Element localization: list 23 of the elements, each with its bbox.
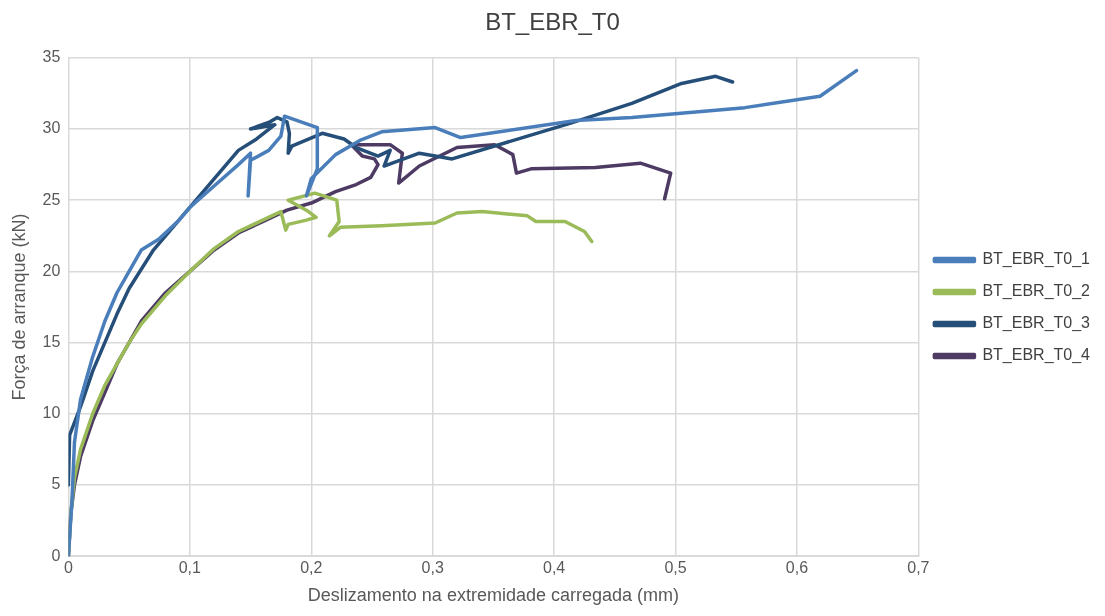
y-tick-label: 30 bbox=[42, 119, 61, 137]
chart-title: BT_EBR_T0 bbox=[485, 8, 620, 36]
y-tick-label: 20 bbox=[42, 261, 61, 279]
x-tick-label: 0,1 bbox=[178, 559, 202, 577]
x-tick-label: 0,2 bbox=[300, 559, 323, 577]
x-tick-label: 0,5 bbox=[664, 559, 687, 577]
legend-label: BT_EBR_T0_2 bbox=[982, 282, 1091, 301]
y-tick-label: 0 bbox=[51, 546, 61, 564]
y-axis-title: Força de arranque (kN) bbox=[8, 213, 29, 401]
y-tick-label: 5 bbox=[51, 475, 61, 493]
y-tick-label: 25 bbox=[42, 190, 61, 208]
legend-label: BT_EBR_T0_1 bbox=[982, 250, 1091, 269]
y-tick-label: 35 bbox=[42, 48, 61, 66]
y-tick-label: 10 bbox=[42, 404, 61, 422]
legend-label: BT_EBR_T0_3 bbox=[982, 314, 1091, 333]
x-axis-title: Deslizamento na extremidade carregada (mm) bbox=[307, 585, 679, 606]
y-tick-label: 15 bbox=[42, 333, 61, 351]
x-tick-label: 0,4 bbox=[542, 559, 566, 577]
x-tick-label: 0,3 bbox=[421, 559, 444, 577]
x-tick-label: 0,6 bbox=[785, 559, 809, 577]
x-tick-label: 0 bbox=[63, 559, 73, 577]
legend-label: BT_EBR_T0_4 bbox=[982, 346, 1091, 365]
x-tick-label: 0,7 bbox=[907, 559, 930, 577]
